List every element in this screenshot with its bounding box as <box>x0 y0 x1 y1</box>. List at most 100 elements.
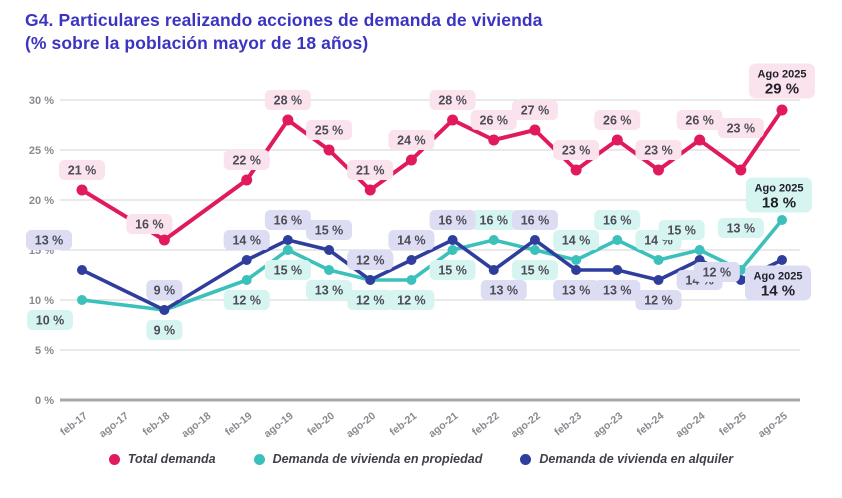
data-label-bg-series-2 <box>264 210 311 230</box>
data-label-series-0: 23 % <box>562 144 591 158</box>
data-label-series-1: 10 % <box>36 314 65 328</box>
data-point-series-1 <box>406 275 417 285</box>
data-label-series-0: 28 % <box>274 94 303 108</box>
data-label-bg-series-1 <box>553 230 600 250</box>
data-label-series-1: 15 % <box>438 264 467 278</box>
data-label-series-1: 15 % <box>521 264 550 278</box>
data-point-series-0 <box>76 184 88 196</box>
x-axis-label-feb-21: feb-21 <box>387 410 419 439</box>
data-label-series-0: 21 % <box>356 164 385 178</box>
data-label-bg-series-0 <box>511 100 558 120</box>
data-point-series-1 <box>777 215 787 225</box>
data-label-bg-series-2 <box>693 262 740 282</box>
data-label-series-1: 16 % <box>603 214 632 228</box>
data-label-bg-series-1 <box>470 210 517 230</box>
data-point-series-0 <box>241 174 253 186</box>
x-axis-label-ago-17: ago-17 <box>97 410 131 440</box>
data-label-bg-series-1 <box>388 290 435 310</box>
data-point-series-1 <box>324 265 335 275</box>
legend-label-demanda-propiedad: Demanda de vivienda en propiedad <box>272 452 483 466</box>
x-axis-label-feb-22: feb-22 <box>470 410 502 439</box>
data-label-bg-series-2 <box>635 290 682 310</box>
data-label-series-2: 14 % <box>397 234 426 248</box>
data-point-series-0 <box>735 164 747 176</box>
legend-label-total-demanda: Total demanda <box>127 452 216 466</box>
data-point-series-0 <box>570 164 582 176</box>
data-point-series-2 <box>777 255 787 265</box>
data-point-series-2 <box>488 265 499 275</box>
data-label-series-2: 13 % <box>603 284 632 298</box>
legend-marker-total-demanda-icon <box>108 453 120 465</box>
data-label-series-1: 12 % <box>232 294 261 308</box>
data-label-bg-series-2 <box>26 230 72 250</box>
data-label-bg-series-0 <box>717 118 764 138</box>
data-label-series-2: 15 % <box>315 224 344 238</box>
data-point-series-0 <box>158 234 170 246</box>
legend-item-demanda-alquiler: Demanda de vivienda en alquiler <box>520 452 733 466</box>
data-label-series-2: 14 % <box>232 234 261 248</box>
data-point-series-2 <box>529 235 540 245</box>
data-point-series-1 <box>571 255 582 265</box>
x-axis-label-ago-18: ago-18 <box>179 410 213 440</box>
data-label-series-1: 12 % <box>356 294 385 308</box>
data-label-bg-series-2 <box>388 230 435 250</box>
data-point-series-2 <box>282 235 293 245</box>
callout-value-series-2: 14 % <box>761 283 795 300</box>
data-label-bg-series-2 <box>594 280 641 300</box>
x-axis-label-feb-23: feb-23 <box>552 410 584 439</box>
data-point-series-0 <box>694 134 706 146</box>
data-point-series-0 <box>447 114 459 126</box>
data-label-bg-series-0 <box>429 90 476 110</box>
data-point-series-0 <box>282 114 294 126</box>
data-label-bg-series-0 <box>347 160 394 180</box>
data-point-series-0 <box>611 134 623 146</box>
data-label-series-0: 26 % <box>685 114 714 128</box>
data-label-bg-series-2 <box>146 280 183 300</box>
data-label-series-2: 9 % <box>154 284 176 298</box>
data-label-series-0: 26 % <box>480 114 509 128</box>
data-point-series-1 <box>653 255 664 265</box>
data-label-series-0: 24 % <box>397 134 426 148</box>
data-label-series-2: 13 % <box>490 284 519 298</box>
chart-legend: Total demanda Demanda de vivienda en pro… <box>0 452 842 466</box>
data-label-series-0: 21 % <box>68 164 97 178</box>
data-point-series-0 <box>652 164 664 176</box>
legend-item-demanda-propiedad: Demanda de vivienda en propiedad <box>253 452 483 466</box>
data-label-bg-series-1 <box>511 260 558 280</box>
data-point-series-2 <box>241 255 252 265</box>
data-label-series-0: 16 % <box>135 218 164 232</box>
data-point-series-1 <box>612 235 623 245</box>
data-label-bg-series-2 <box>223 230 270 250</box>
data-point-series-0 <box>323 144 335 156</box>
x-axis-label-feb-17: feb-17 <box>58 410 90 439</box>
data-label-bg-series-0 <box>470 110 517 130</box>
data-label-series-0: 26 % <box>603 114 632 128</box>
data-label-series-1: 15 % <box>274 264 303 278</box>
data-label-bg-series-0 <box>306 120 353 140</box>
data-label-bg-series-2 <box>553 280 600 300</box>
data-point-series-2 <box>653 275 664 285</box>
data-point-series-2 <box>159 305 170 315</box>
y-axis-label: 0 % <box>35 395 54 407</box>
data-label-bg-series-0 <box>676 110 723 130</box>
y-axis-label: 20 % <box>29 195 54 207</box>
data-point-series-2 <box>612 265 623 275</box>
data-point-series-0 <box>529 124 541 136</box>
data-label-bg-series-1 <box>27 310 73 330</box>
data-label-bg-series-0 <box>223 150 270 170</box>
data-label-series-2: 13 % <box>35 234 64 248</box>
x-axis-label-feb-20: feb-20 <box>305 410 337 439</box>
data-point-series-1 <box>241 275 252 285</box>
legend-marker-demanda-propiedad-icon <box>253 453 265 465</box>
x-axis-label-ago-24: ago-24 <box>673 410 707 440</box>
data-label-bg-series-0 <box>594 110 641 130</box>
chart-title-line2: (% sobre la población mayor de 18 años) <box>25 32 369 53</box>
data-label-bg-series-1 <box>223 290 270 310</box>
data-point-series-2 <box>447 235 458 245</box>
x-axis-label-ago-19: ago-19 <box>262 410 296 440</box>
y-axis-label: 30 % <box>29 95 54 107</box>
x-axis-label-ago-23: ago-23 <box>591 410 625 440</box>
legend-marker-demanda-alquiler-icon <box>520 453 532 465</box>
